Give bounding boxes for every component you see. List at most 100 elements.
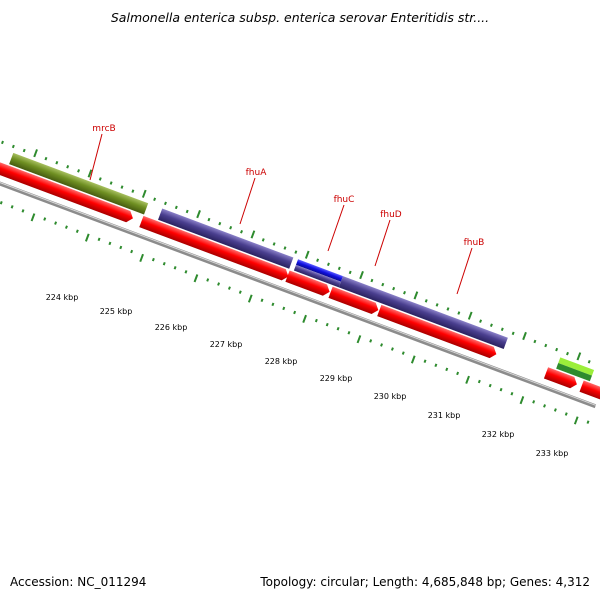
scale-tick	[173, 266, 177, 270]
upper-tick	[544, 343, 548, 348]
upper-tick	[413, 291, 419, 300]
scale-tick	[456, 371, 460, 376]
cds-arrow-3	[285, 270, 330, 296]
map-title: Salmonella enterica subsp. enterica sero…	[110, 10, 490, 25]
leader-fhuB	[456, 247, 473, 295]
scale-tick	[162, 261, 166, 266]
scale-tick	[532, 400, 536, 404]
scale-tick	[119, 245, 123, 250]
scale-tick	[465, 375, 470, 384]
scale-tick	[380, 343, 384, 347]
upper-tick-row	[1, 140, 591, 364]
upper-tick	[337, 266, 341, 271]
upper-tick	[326, 262, 330, 267]
scale-tick	[184, 270, 188, 274]
scale-tick	[369, 339, 373, 343]
upper-tick	[218, 221, 222, 226]
scale-tick	[217, 282, 221, 286]
upper-tick	[77, 169, 81, 173]
tick-label-233: 233 kbp	[536, 449, 569, 458]
upper-tick	[109, 181, 113, 185]
cds-arrow-4	[328, 286, 379, 315]
scale-tick	[238, 290, 242, 294]
cds-arrow-7	[579, 380, 600, 406]
gene-bar-fhuD	[293, 264, 341, 288]
scale-tick	[488, 383, 492, 388]
upper-tick	[576, 352, 582, 361]
scale-tick	[247, 294, 253, 303]
upper-tick	[435, 303, 439, 307]
scale-tick	[54, 221, 58, 225]
scale-tick	[445, 367, 449, 372]
gene-label-mrcB: mrcB	[92, 124, 115, 134]
tick-label-231: 231 kbp	[428, 411, 461, 420]
scale-tick	[30, 213, 36, 222]
scale-tick	[390, 347, 394, 351]
upper-tick	[587, 360, 591, 364]
leader-fhuA	[239, 177, 256, 225]
upper-tick	[66, 165, 70, 169]
scale-tick	[0, 201, 3, 205]
accession-text: Accession: NC_011294	[10, 575, 147, 589]
upper-tick	[1, 140, 4, 145]
leader-fhuD	[374, 219, 391, 267]
upper-tick	[294, 250, 298, 254]
scale-tick	[336, 326, 340, 331]
tick-label-225: 225 kbp	[100, 307, 133, 316]
dark-green-feature	[556, 362, 592, 382]
upper-tick	[403, 290, 406, 295]
scale-tick	[314, 318, 318, 323]
scale-tick	[64, 225, 68, 229]
upper-tick	[87, 169, 93, 178]
upper-tick	[98, 177, 102, 181]
scale-tick	[410, 355, 416, 364]
upper-tick	[164, 201, 167, 206]
tick-label-224: 224 kbp	[46, 293, 79, 302]
backbone-highlight	[0, 145, 596, 406]
upper-tick	[500, 327, 504, 332]
upper-tick	[370, 278, 374, 283]
scale-tick	[564, 412, 568, 416]
cds-arrow-6	[543, 367, 577, 389]
scale-tick	[10, 205, 14, 209]
scale-tick	[227, 286, 231, 290]
upper-tick	[479, 319, 483, 323]
scale-tick	[543, 404, 546, 408]
scale-tick	[573, 416, 579, 425]
upper-tick	[240, 230, 243, 234]
scale-tick	[553, 408, 557, 412]
upper-tick	[207, 217, 211, 222]
upper-tick	[533, 339, 537, 344]
upper-tick	[381, 282, 385, 287]
upper-tick	[196, 210, 201, 219]
scale-tick	[130, 249, 134, 254]
scale-tick	[21, 209, 25, 213]
scale-tick	[519, 396, 525, 405]
gene-bar-fhuB	[338, 276, 508, 349]
upper-tick	[141, 189, 147, 198]
scale-tick-row	[0, 201, 590, 425]
gene-bar-fhuA	[158, 208, 294, 269]
upper-tick	[131, 189, 135, 193]
scale-tick	[84, 233, 90, 242]
upper-tick	[446, 307, 450, 311]
upper-tick	[359, 270, 364, 280]
upper-tick	[283, 246, 287, 250]
upper-tick	[566, 351, 569, 356]
scale-tick	[151, 257, 155, 262]
gene-label-fhuD: fhuD	[380, 210, 402, 220]
upper-tick	[424, 299, 428, 303]
cds-arrow-5	[377, 304, 497, 359]
tick-label-229: 229 kbp	[320, 374, 353, 383]
backbone-line	[0, 145, 597, 409]
scale-tick	[282, 306, 286, 311]
scale-tick	[302, 314, 307, 323]
gene-bar-mrcB	[9, 152, 149, 215]
scale-tick	[43, 217, 47, 221]
leader-fhuC	[327, 204, 345, 252]
upper-tick	[120, 185, 124, 189]
upper-tick	[250, 230, 256, 239]
scale-tick	[499, 387, 503, 392]
scale-tick	[586, 420, 590, 424]
